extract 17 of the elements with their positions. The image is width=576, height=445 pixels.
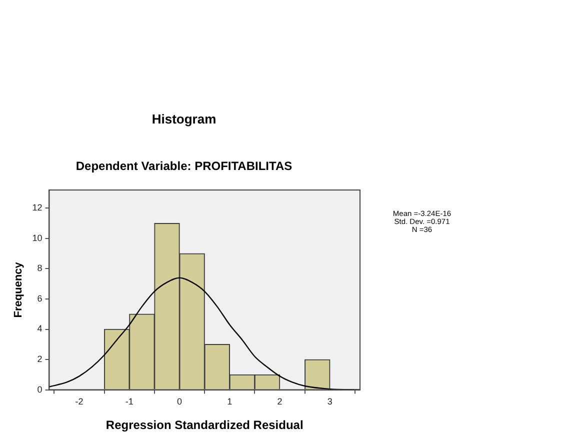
y-tick-label: 10 [32, 232, 42, 243]
y-tick-label: 6 [37, 293, 42, 304]
y-tick-label: 0 [37, 384, 42, 394]
y-tick-label: 8 [37, 263, 42, 274]
chart-subtitle: Dependent Variable: PROFITABILITAS [76, 159, 292, 174]
y-axis-title: Frequency [12, 261, 25, 318]
x-tick-label: 0 [177, 396, 182, 407]
x-tick-label: -2 [75, 396, 84, 407]
x-tick-label: 2 [277, 396, 282, 407]
x-tick-label: 3 [327, 396, 332, 407]
y-tick-label: 2 [37, 354, 42, 364]
x-tick-label: -1 [125, 396, 134, 407]
y-tick-label: 4 [37, 324, 42, 334]
chart-title: Histogram [152, 111, 216, 126]
x-tick-label: 1 [227, 396, 232, 407]
x-axis-title: Regression Standardized Residual [106, 418, 304, 432]
y-tick-label: 12 [32, 202, 42, 213]
